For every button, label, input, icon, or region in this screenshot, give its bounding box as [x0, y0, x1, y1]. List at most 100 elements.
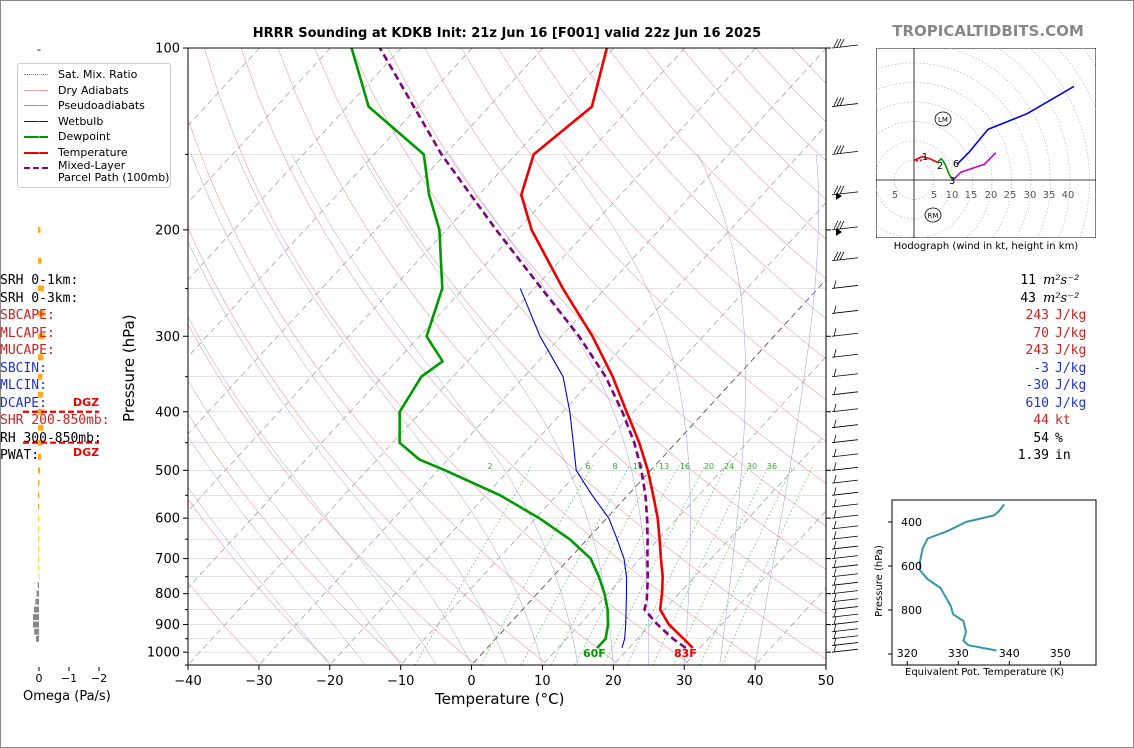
theta-e-y-tick-label: 800	[901, 604, 922, 617]
y-tick-label: 500	[155, 464, 180, 479]
brand-watermark: TROPICALTIDBITS.COM	[892, 22, 1084, 40]
wind-barb-feather	[836, 185, 842, 195]
wind-barb	[831, 44, 859, 49]
wind-barb-feather	[833, 448, 837, 457]
isotherm-line	[542, 356, 826, 665]
omega-bar	[38, 424, 44, 431]
wind-barb-feather	[833, 593, 837, 602]
wind-barb	[831, 642, 859, 646]
wind-barb-feather	[833, 97, 839, 106]
omega-bar	[38, 515, 39, 522]
legend-swatch	[24, 151, 48, 154]
omega-x-tick-label: 0	[36, 672, 43, 685]
moist-adiabat-line	[188, 436, 366, 665]
wind-barb-feather	[833, 609, 837, 618]
mixing-ratio-label: 24	[724, 462, 734, 471]
omega-bar	[38, 555, 39, 562]
theta-e-xlabel: Equivalent Pot. Temperature (K)	[905, 667, 1065, 678]
mixing-ratio-label: 8	[612, 462, 617, 471]
wind-barb-feather	[839, 185, 845, 195]
wind-barb-feather	[833, 520, 837, 529]
wind-barb	[831, 635, 859, 640]
stat-unit: %	[1055, 430, 1063, 446]
dry-adiabat-line	[188, 413, 402, 663]
x-tick-label: −10	[387, 674, 414, 689]
skewt-ylabel: Pressure (hPa)	[120, 314, 138, 422]
theta-e-y-tick-label: 600	[901, 560, 922, 573]
hodograph-ring-label: 15	[965, 190, 978, 201]
y-tick-label: 600	[155, 512, 180, 527]
wind-barb-feather	[839, 97, 845, 106]
stat-label: PWAT:	[0, 448, 40, 463]
omega-bar	[38, 285, 44, 292]
y-tick-label: 100	[155, 42, 180, 57]
omega-panel: 0 −1 −2	[20, 48, 107, 685]
wind-barb	[831, 491, 859, 496]
hodograph-segment	[936, 157, 954, 181]
moist-adiabat-line	[188, 380, 401, 665]
dry-adiabat-line	[188, 227, 545, 663]
dry-adiabat-line	[188, 498, 330, 663]
omega-bar	[38, 310, 45, 317]
mixing-ratio-line	[414, 464, 533, 665]
legend-label: Dry Adiabats	[58, 83, 129, 97]
hodograph-segment	[952, 152, 997, 181]
legend-swatch	[24, 89, 48, 91]
wind-barb	[831, 514, 859, 519]
hodograph-height-label: 3	[949, 176, 955, 187]
stat-label: MLCIN:	[0, 378, 47, 393]
omega-bar	[33, 606, 39, 613]
stat-label: RH 300-850mb:	[0, 430, 102, 446]
wind-barb	[831, 503, 859, 508]
wind-barb-feather	[839, 145, 845, 154]
wind-barb	[831, 628, 859, 633]
x-tick-label: 20	[605, 674, 622, 689]
wind-barb	[831, 453, 859, 458]
wind-barb	[831, 424, 859, 429]
series-dewpoint	[350, 48, 610, 649]
storm-motion-lm-label: LM	[938, 116, 948, 124]
dry-adiabat-line	[461, 48, 826, 442]
y-tick-label: 1000	[147, 646, 180, 661]
isotherm-line	[683, 510, 826, 665]
stat-value: -30	[1025, 378, 1049, 393]
omega-xlabel: Omega (Pa/s)	[23, 689, 111, 704]
omega-bar	[38, 226, 41, 233]
y-tick-label: 900	[155, 618, 180, 633]
stat-label: SBCIN:	[0, 360, 47, 376]
legend-swatch	[24, 136, 48, 138]
isotherm-line	[188, 48, 686, 589]
wind-barb-feather	[836, 251, 842, 260]
theta-e-x-tick-label: 320	[897, 647, 918, 660]
omega-bar	[38, 546, 39, 553]
wind-barb-feather	[833, 349, 837, 358]
stat-unit: m²s⁻²	[1043, 273, 1080, 288]
wind-barb	[831, 525, 859, 530]
dry-adiabat-line	[204, 48, 689, 663]
wind-barb	[831, 648, 859, 653]
hodograph-ring-label: 5	[892, 190, 898, 201]
theta-e-line	[919, 503, 1005, 652]
legend-swatch	[24, 74, 48, 75]
stat-label: DCAPE:	[0, 395, 47, 411]
wind-barb-feather	[833, 386, 837, 395]
moist-adiabat-line	[291, 154, 579, 665]
stat-unit: J/kg	[1055, 395, 1087, 411]
skewt-background-lines	[188, 48, 826, 665]
wind-barb-feather	[833, 475, 837, 484]
wind-barb-feather	[833, 637, 837, 646]
stat-value: 610	[1025, 395, 1049, 411]
hodograph-ring-label: 5	[931, 190, 937, 201]
x-tick-label: 10	[534, 674, 551, 689]
wind-barb-feather	[833, 185, 839, 195]
wind-barb	[831, 535, 859, 540]
theta-e-y-tick-label: 400	[901, 516, 922, 529]
hodograph-height-label: 1	[922, 152, 928, 163]
moist-adiabat-line	[697, 154, 746, 665]
mixing-ratio-label: 20	[704, 462, 714, 471]
moist-adiabat-line	[188, 316, 437, 665]
skewt-xlabel: Temperature (°C)	[435, 690, 565, 708]
wind-barb	[831, 191, 859, 196]
wind-barb	[831, 573, 859, 578]
